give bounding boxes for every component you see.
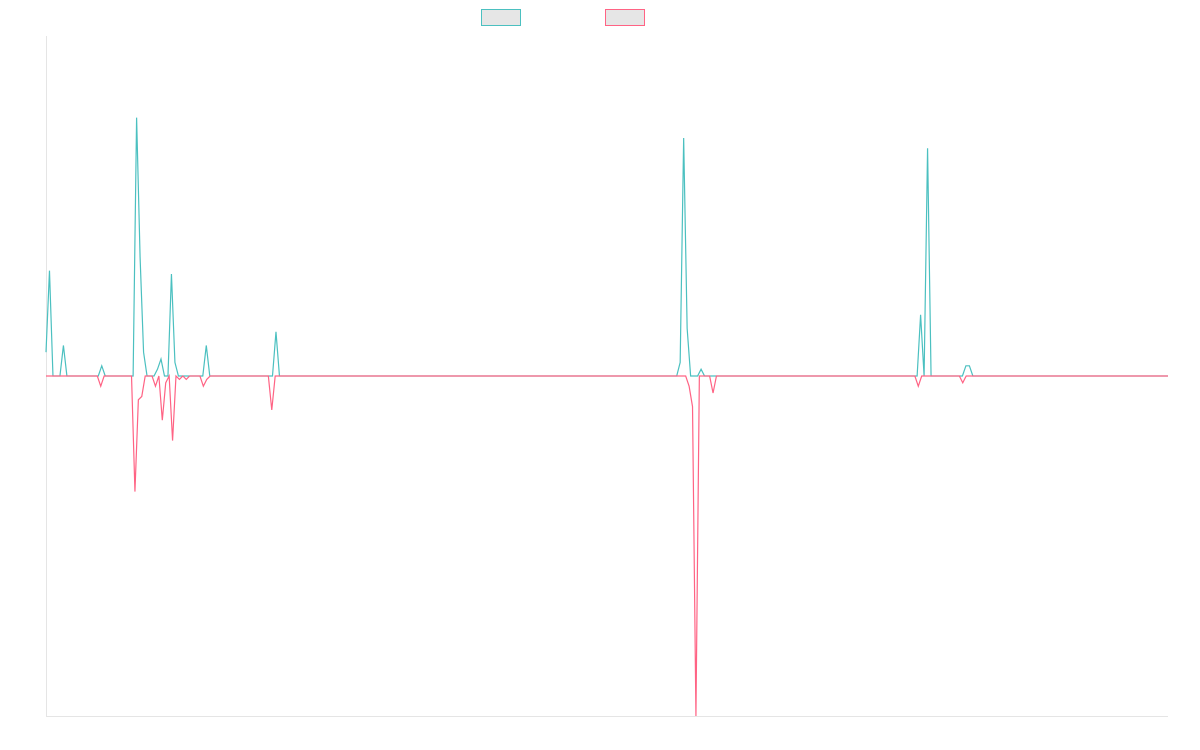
series-2-line [46,373,1168,717]
chart-series [45,117,1168,717]
series-1-line [45,117,1168,377]
legend-swatch-series-1[interactable] [481,9,521,26]
legend-swatch-series-2[interactable] [605,9,645,26]
